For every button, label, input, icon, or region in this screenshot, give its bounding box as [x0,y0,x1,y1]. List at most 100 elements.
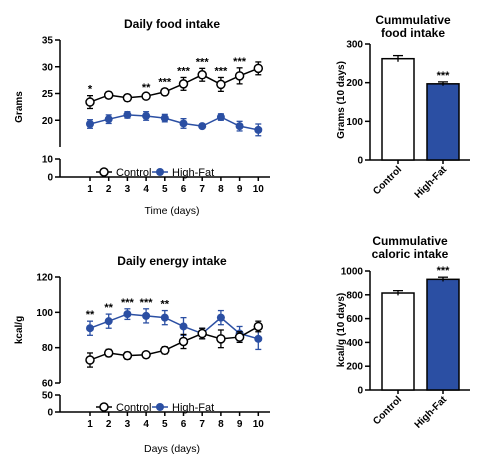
data-point-high-fat [104,115,113,124]
data-point-control [178,336,189,347]
bar-control [381,57,415,161]
data-point-high-fat [86,324,94,333]
y-tick-label: 200 [346,78,363,89]
x-tick-label: 7 [199,419,205,430]
y-tick-label: 20 [42,116,54,127]
y-axis-label: Grams [14,91,25,123]
data-point-control [160,345,170,356]
data-point-high-fat [254,334,263,343]
x-axis-label: Days (days) [144,443,200,455]
x-tick-label: 8 [218,419,224,430]
y-tick-label: 35 [42,36,54,47]
y-tick-label: 60 [42,379,54,390]
chart-title-line-2: caloric intake [372,247,449,261]
significance-marker: *** [158,77,172,89]
significance-marker: *** [437,265,451,277]
data-point-control [103,90,114,100]
x-tick-label: 2 [106,419,112,430]
x-tick-label: 5 [162,419,168,430]
bar-high-fat [426,83,460,161]
x-tick-label: 1 [87,184,93,195]
data-point-control [122,350,133,361]
x-axis-label: Time (days) [144,205,199,217]
significance-marker: *** [140,297,154,309]
data-point-control [160,87,170,97]
y-tick-label: 0 [357,386,363,397]
bar-control [381,292,415,391]
chart-title-line-2: food intake [381,26,445,40]
legend-highfat-label: High-Fat [172,167,214,179]
x-tick-label: 5 [162,184,168,195]
x-tick-label: 6 [181,419,187,430]
data-point-control [178,79,189,89]
data-point-high-fat [216,113,225,122]
data-point-high-fat [160,114,169,123]
series-line-high-fat [89,313,259,340]
y-tick-label: 800 [346,290,363,301]
data-point-control [197,70,207,80]
data-point-control [197,328,207,339]
y-tick-label: 0 [47,408,53,419]
y-tick-label: 100 [36,308,53,319]
chart-title-line-1: Cummulative [372,234,448,248]
data-point-control [85,97,95,107]
significance-marker: * [88,84,93,96]
legend-highfat-marker [156,168,164,176]
bar-high-fat [426,278,460,391]
data-point-control [253,63,264,74]
y-tick-label: 120 [36,273,53,284]
x-tick-label: 10 [253,419,265,430]
chart-cumulative-caloric-intake: Cummulative caloric intake kcal/g (10 da… [336,234,470,431]
data-point-high-fat [160,313,169,322]
significance-marker: ** [104,302,113,314]
x-tick-label: 9 [237,184,243,195]
y-tick-label: 600 [346,314,363,325]
data-point-control [141,349,151,360]
x-tick-label: High-Fat [413,164,450,201]
significance-marker: *** [121,297,135,309]
chart-title: Daily energy intake [117,254,227,268]
data-point-high-fat [142,311,151,320]
y-tick-label: 200 [346,362,363,373]
x-tick-label: 1 [87,419,93,430]
chart-daily-food-intake: Daily food intake Grams Time (days) Cont… [14,17,270,217]
data-point-control [103,348,114,358]
y-tick-label: 25 [42,89,54,100]
series-line-high-fat [89,114,259,131]
x-tick-label: 10 [253,184,265,195]
x-tick-label: 8 [218,184,224,195]
data-point-high-fat [254,125,263,134]
data-point-control [234,332,245,342]
data-point-high-fat [123,310,132,319]
x-tick-label: 4 [143,419,149,430]
data-point-high-fat [179,119,188,128]
y-tick-label: 100 [346,117,363,128]
x-tick-label: Control [371,164,404,197]
legend-control-marker [99,167,109,177]
x-tick-label: 6 [181,184,187,195]
y-axis-label: kcal/g (10 days) [336,293,347,367]
legend-control-label: Control [116,167,151,179]
chart-title-line-1: Cummulative [375,13,451,27]
data-point-high-fat [198,122,207,131]
y-tick-label: 80 [42,343,54,354]
data-point-high-fat [179,322,188,331]
chart-title: Daily food intake [124,17,220,31]
significance-marker: ** [142,82,151,94]
data-point-control [85,355,95,365]
significance-marker: ** [86,309,95,321]
y-axis-label: kcal/g [14,316,25,344]
x-tick-label: 3 [125,419,131,430]
series-line-control [89,67,259,103]
data-point-high-fat [104,317,113,326]
data-point-control [234,71,245,81]
legend: Control High-Fat [96,167,214,179]
x-tick-label: 9 [237,419,243,430]
data-point-high-fat [142,111,151,120]
legend-highfat-marker [156,403,164,411]
data-point-control [253,321,264,332]
data-point-control [216,334,226,344]
x-tick-label: 4 [143,184,149,195]
y-tick-label: 1000 [341,267,364,278]
